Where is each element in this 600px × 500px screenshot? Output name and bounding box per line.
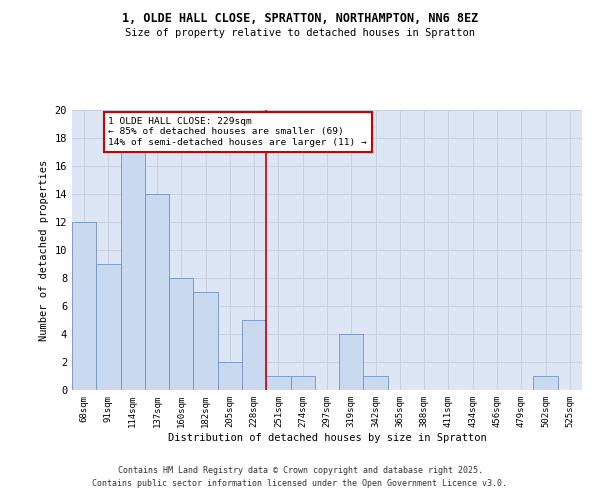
Bar — [218, 362, 242, 390]
Y-axis label: Number of detached properties: Number of detached properties — [39, 160, 49, 340]
Bar — [533, 376, 558, 390]
Bar — [96, 264, 121, 390]
Text: 1, OLDE HALL CLOSE, SPRATTON, NORTHAMPTON, NN6 8EZ: 1, OLDE HALL CLOSE, SPRATTON, NORTHAMPTO… — [122, 12, 478, 26]
Bar — [193, 292, 218, 390]
X-axis label: Distribution of detached houses by size in Spratton: Distribution of detached houses by size … — [167, 432, 487, 442]
Bar — [169, 278, 193, 390]
Bar — [266, 376, 290, 390]
Bar — [121, 152, 145, 390]
Text: Size of property relative to detached houses in Spratton: Size of property relative to detached ho… — [125, 28, 475, 38]
Bar — [339, 334, 364, 390]
Bar — [72, 222, 96, 390]
Text: 1 OLDE HALL CLOSE: 229sqm
← 85% of detached houses are smaller (69)
14% of semi-: 1 OLDE HALL CLOSE: 229sqm ← 85% of detac… — [109, 117, 367, 147]
Text: Contains HM Land Registry data © Crown copyright and database right 2025.
Contai: Contains HM Land Registry data © Crown c… — [92, 466, 508, 487]
Bar — [242, 320, 266, 390]
Bar — [290, 376, 315, 390]
Bar — [364, 376, 388, 390]
Bar — [145, 194, 169, 390]
